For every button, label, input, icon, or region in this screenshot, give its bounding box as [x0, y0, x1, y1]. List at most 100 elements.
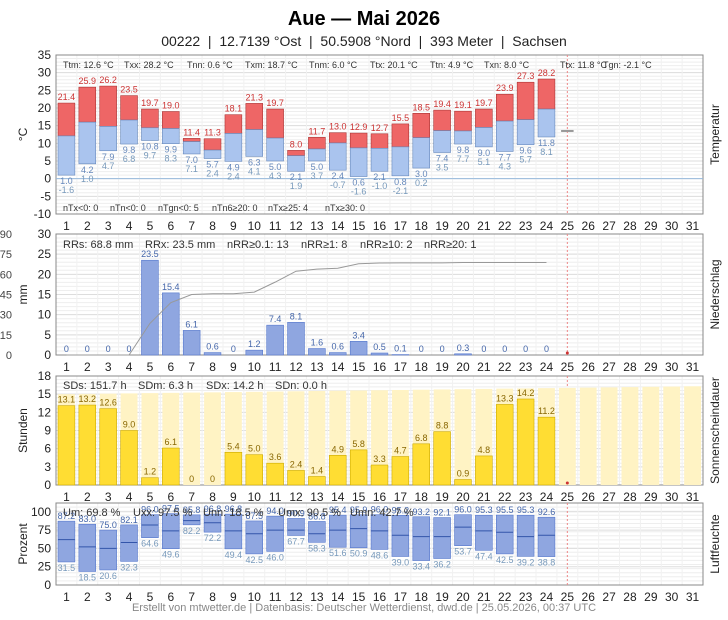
temp-ground-label: 4.3: [498, 161, 511, 171]
x-tick-label: 9: [230, 219, 237, 233]
temp-ground-label: 1.9: [290, 181, 303, 191]
precip-stat: nRR≥1: 8: [301, 239, 347, 251]
sun-possible-bar: [183, 393, 200, 485]
x-tick-label: 14: [331, 490, 345, 504]
temp-mean-bar: [392, 147, 409, 176]
temp-mean-bar: [225, 133, 242, 161]
humidity-max-label: 96.0: [454, 505, 472, 515]
humidity-bar: [267, 516, 284, 551]
precip-label: 6.1: [185, 319, 198, 329]
humidity-bar: [246, 521, 263, 554]
temp-max-label: 23.9: [496, 83, 514, 93]
x-tick-label: 10: [248, 490, 262, 504]
y-tick-label: 18: [38, 369, 52, 383]
cumulative-tick-label: 75: [0, 249, 12, 261]
sun-label: 1.2: [144, 467, 157, 477]
sun-label: 4.7: [394, 446, 407, 456]
temp-max-bar: [267, 109, 284, 138]
humidity-min-label: 53.7: [454, 547, 472, 557]
x-tick-label: 3: [105, 219, 112, 233]
temp-mean-bar: [121, 120, 138, 144]
x-tick-label: 17: [394, 360, 408, 374]
x-tick-label: 8: [209, 219, 216, 233]
x-tick-label: 25: [561, 490, 575, 504]
temp-max-bar: [308, 137, 325, 149]
temp-mean-bar: [496, 121, 513, 151]
humidity-bar: [350, 515, 367, 548]
x-tick-label: 30: [665, 219, 679, 233]
temp-max-bar: [350, 133, 367, 148]
sun-label: 5.0: [248, 444, 261, 454]
precip-stat: nRR≥0.1: 13: [227, 239, 289, 251]
x-tick-label: 18: [415, 490, 429, 504]
y-tick-label: 0: [44, 172, 51, 186]
temp-mean-bar: [100, 126, 117, 150]
x-tick-label: 22: [498, 490, 512, 504]
humidity-min-label: 64.6: [141, 539, 159, 549]
precip-label: 1.6: [311, 338, 324, 348]
x-tick-label: 27: [602, 219, 616, 233]
humidity-stat: Unn: 18.5 %: [203, 507, 264, 519]
precip-label: 0: [523, 344, 528, 354]
x-tick-label: 18: [415, 360, 429, 374]
humidity-bar: [392, 515, 409, 556]
y-tick-label: -10: [34, 207, 52, 221]
temp-stat-top: Txm: 18.7 °C: [245, 60, 298, 70]
chart-title: Aue — Mai 2026: [288, 8, 440, 30]
precip-bar: [246, 350, 263, 355]
side-label: Luftfeuchte: [708, 514, 722, 574]
y-tick-label: 25: [38, 247, 52, 261]
humidity-bar: [288, 518, 305, 535]
x-tick-label: 31: [686, 360, 700, 374]
sun-label: 5.8: [352, 439, 365, 449]
x-tick-label: 25: [561, 219, 575, 233]
temp-max-label: 19.0: [162, 101, 180, 111]
sun-label: 2.4: [290, 459, 303, 469]
x-tick-label: 28: [623, 360, 637, 374]
x-tick-label: 1: [63, 490, 70, 504]
x-tick-label: 27: [602, 360, 616, 374]
sun-label: 4.8: [478, 445, 491, 455]
temp-max-label: 19.7: [141, 98, 159, 108]
sun-label: 8.8: [436, 421, 449, 431]
temp-stat-top: Ttm: 12.6 °C: [63, 60, 114, 70]
sun-bar: [475, 456, 492, 485]
humidity-stat: Uxx: 97.5 %: [133, 507, 193, 519]
x-tick-label: 27: [602, 490, 616, 504]
x-tick-label: 30: [665, 360, 679, 374]
x-tick-label: 24: [540, 219, 554, 233]
precip-label: 7.4: [269, 314, 282, 324]
humidity-min-label: 72.2: [204, 533, 222, 543]
sun-possible-bar: [684, 386, 701, 485]
precip-label: 0: [419, 344, 424, 354]
temp-mean-bar: [413, 138, 430, 168]
x-tick-label: 7: [188, 219, 195, 233]
x-tick-label: 24: [540, 490, 554, 504]
chart-subtitle: 00222 | 12.7139 °Ost | 50.5908 °Nord | 3…: [161, 33, 567, 49]
y-axis-label: Stunden: [16, 408, 30, 453]
cumulative-tick-label: 30: [0, 310, 12, 322]
sun-possible-bar: [642, 387, 659, 485]
x-tick-label: 29: [644, 219, 658, 233]
x-tick-label: 10: [248, 360, 262, 374]
temp-ground-label: 4.3: [269, 171, 282, 181]
sun-label: 12.6: [99, 398, 117, 408]
temp-ground-label: -1.6: [351, 187, 367, 197]
temp-max-bar: [288, 150, 305, 155]
y-tick-label: 10: [38, 308, 52, 322]
humidity-min-label: 36.2: [433, 559, 451, 569]
temp-mean-bar: [246, 130, 263, 157]
x-tick-label: 16: [373, 490, 387, 504]
x-tick-label: 2: [84, 590, 91, 604]
temp-max-label: 21.3: [246, 92, 264, 102]
humidity-bar: [100, 530, 117, 570]
y-axis-label: °C: [16, 127, 30, 141]
humidity-min-label: 33.4: [412, 562, 430, 572]
x-tick-label: 29: [644, 490, 658, 504]
temp-max-label: 11.7: [308, 126, 325, 136]
temp-ground-label: 6.8: [123, 154, 136, 164]
temp-stat-top: Tnm: 6.0 °C: [309, 60, 358, 70]
temp-max-label: 18.5: [412, 102, 430, 112]
x-tick-label: 19: [435, 219, 449, 233]
